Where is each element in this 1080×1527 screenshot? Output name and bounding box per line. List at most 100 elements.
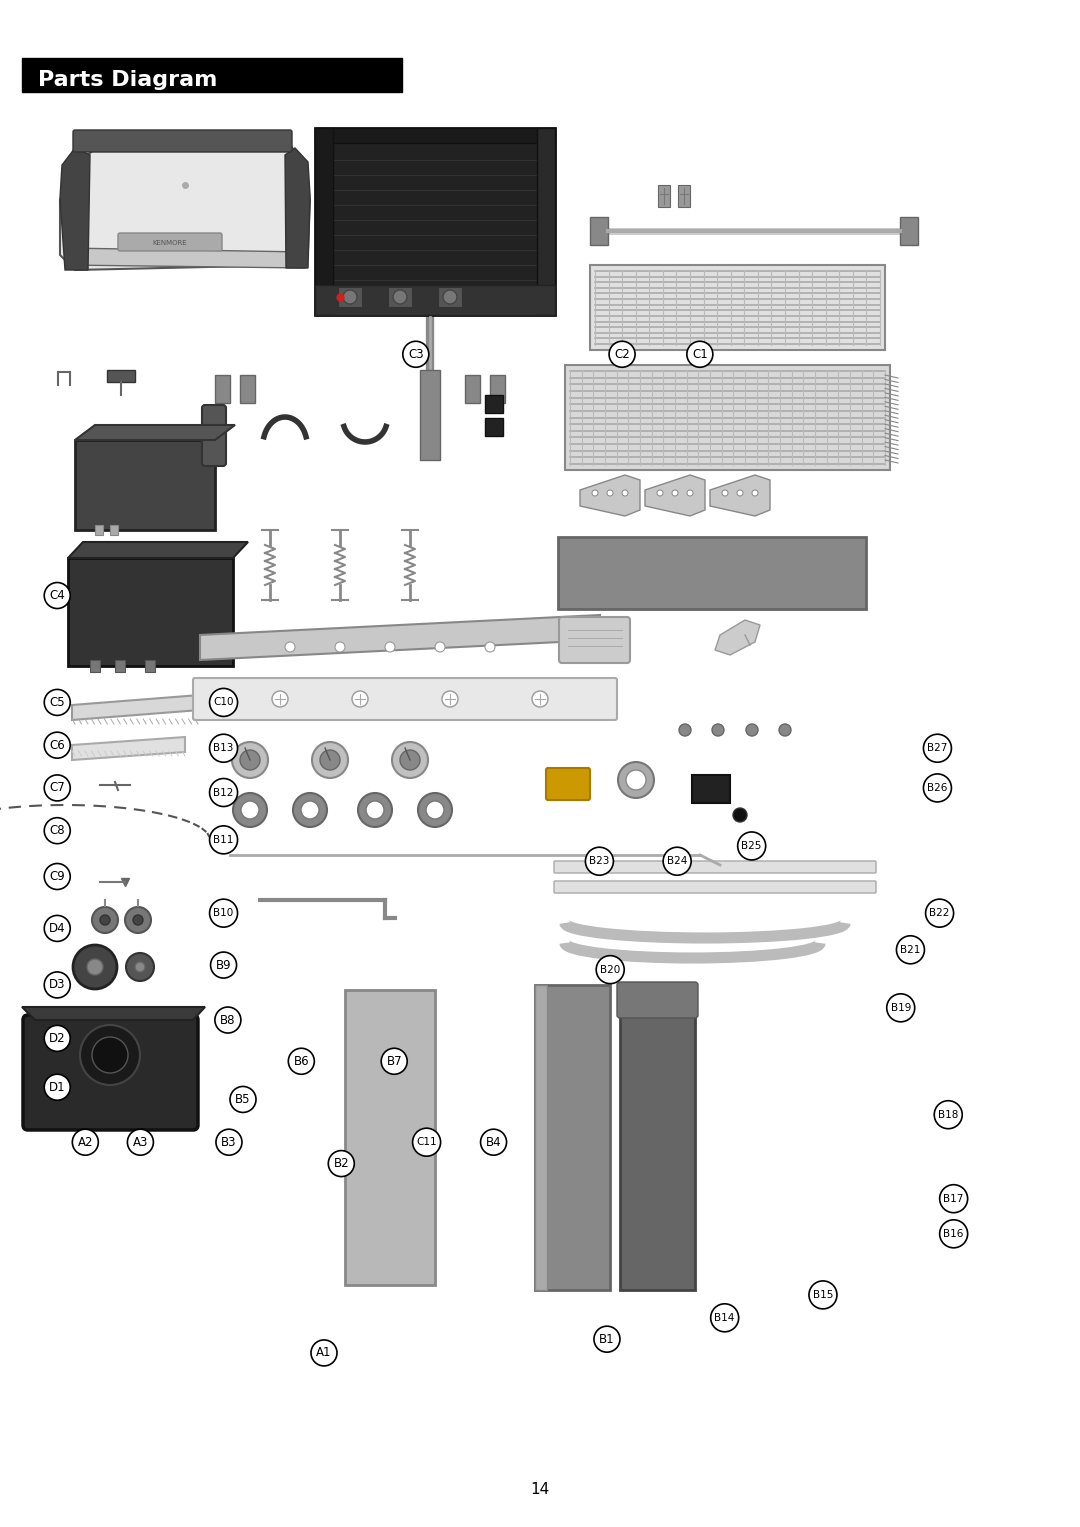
Bar (590, 266, 885, 350)
Circle shape (210, 826, 238, 854)
Text: B2: B2 (334, 1157, 349, 1170)
Circle shape (311, 1339, 337, 1367)
Text: D1: D1 (49, 1081, 66, 1093)
Circle shape (357, 793, 392, 828)
Circle shape (481, 1128, 507, 1156)
Circle shape (585, 847, 613, 875)
Polygon shape (60, 134, 310, 270)
Circle shape (737, 490, 743, 496)
Bar (537, 128, 555, 315)
Circle shape (133, 915, 143, 925)
Circle shape (657, 490, 663, 496)
Circle shape (485, 641, 495, 652)
Circle shape (210, 689, 238, 716)
Text: B17: B17 (944, 1194, 963, 1203)
Circle shape (92, 1037, 129, 1073)
Circle shape (687, 490, 693, 496)
Text: A3: A3 (133, 1136, 148, 1148)
Bar (345, 989, 435, 1286)
Circle shape (73, 945, 117, 989)
FancyBboxPatch shape (546, 768, 590, 800)
Text: B6: B6 (294, 1055, 309, 1067)
Text: C11: C11 (416, 1138, 437, 1147)
Text: B25: B25 (742, 841, 761, 851)
FancyBboxPatch shape (193, 678, 617, 721)
FancyBboxPatch shape (118, 234, 222, 250)
Bar (90, 660, 100, 672)
Polygon shape (580, 475, 640, 516)
Text: C2: C2 (615, 348, 630, 360)
Circle shape (216, 1128, 242, 1156)
Text: C3: C3 (408, 348, 423, 360)
Circle shape (779, 724, 791, 736)
Circle shape (923, 734, 951, 762)
Circle shape (626, 770, 646, 789)
Text: B20: B20 (600, 965, 620, 974)
Text: KENMORE: KENMORE (152, 240, 187, 246)
Text: D4: D4 (49, 922, 66, 935)
Bar (900, 217, 918, 244)
Bar (75, 440, 215, 530)
Circle shape (926, 899, 954, 927)
Circle shape (241, 802, 259, 818)
Circle shape (366, 802, 384, 818)
Text: A2: A2 (78, 1136, 93, 1148)
Text: B15: B15 (813, 1290, 833, 1299)
Circle shape (44, 774, 70, 802)
Bar (490, 376, 505, 403)
Circle shape (135, 962, 145, 973)
Circle shape (301, 802, 319, 818)
Circle shape (594, 1325, 620, 1353)
Circle shape (923, 774, 951, 802)
FancyBboxPatch shape (554, 881, 876, 893)
Text: D2: D2 (49, 1032, 66, 1044)
Text: C8: C8 (50, 825, 65, 837)
Circle shape (210, 899, 238, 927)
Bar (678, 185, 690, 208)
Circle shape (44, 689, 70, 716)
Bar (535, 985, 546, 1290)
Circle shape (44, 1025, 70, 1052)
FancyBboxPatch shape (202, 405, 226, 466)
Bar (68, 557, 233, 666)
Bar (465, 376, 480, 403)
Text: B12: B12 (214, 788, 233, 797)
Text: C7: C7 (50, 782, 65, 794)
Polygon shape (75, 425, 235, 440)
Bar (338, 287, 362, 307)
Circle shape (679, 724, 691, 736)
Circle shape (44, 971, 70, 999)
Polygon shape (200, 615, 600, 660)
FancyBboxPatch shape (617, 982, 698, 1019)
Circle shape (230, 1086, 256, 1113)
Circle shape (934, 1101, 962, 1128)
Circle shape (381, 1048, 407, 1075)
Circle shape (343, 290, 357, 304)
Circle shape (393, 290, 407, 304)
Bar (110, 525, 118, 534)
Circle shape (320, 750, 340, 770)
Circle shape (940, 1220, 968, 1248)
Text: B23: B23 (590, 857, 609, 866)
Text: B10: B10 (214, 909, 233, 918)
Bar (590, 217, 608, 244)
Text: C6: C6 (50, 739, 65, 751)
Circle shape (293, 793, 327, 828)
FancyBboxPatch shape (554, 861, 876, 873)
Circle shape (596, 956, 624, 983)
Circle shape (100, 915, 110, 925)
Bar (315, 286, 555, 315)
Bar (485, 418, 503, 437)
Polygon shape (72, 695, 200, 721)
Polygon shape (715, 620, 760, 655)
Circle shape (127, 1128, 153, 1156)
Circle shape (272, 692, 288, 707)
Text: B26: B26 (928, 783, 947, 793)
Bar (620, 985, 696, 1290)
Circle shape (352, 692, 368, 707)
Circle shape (592, 490, 598, 496)
Bar (692, 776, 730, 803)
Bar (240, 376, 255, 403)
Bar (315, 128, 555, 315)
Circle shape (210, 734, 238, 762)
